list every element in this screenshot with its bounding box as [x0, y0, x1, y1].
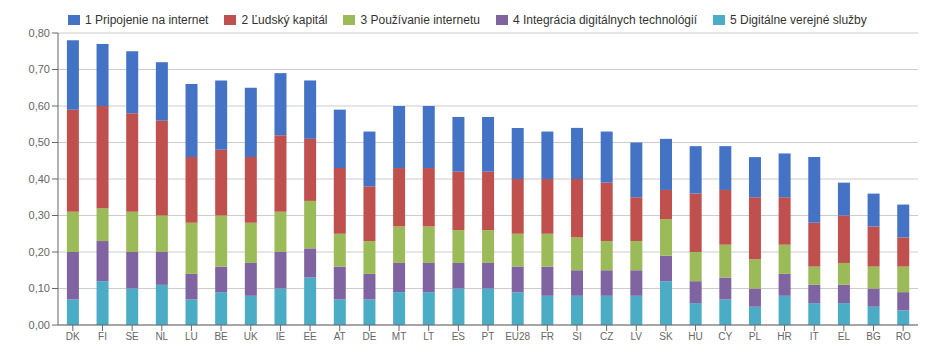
svg-text:0,70: 0,70: [29, 63, 50, 75]
svg-text:IT: IT: [810, 331, 819, 342]
svg-text:DE: DE: [362, 331, 376, 342]
svg-text:SE: SE: [125, 331, 139, 342]
svg-text:0,20: 0,20: [29, 246, 50, 258]
svg-text:CY: CY: [718, 331, 732, 342]
svg-text:ES: ES: [452, 331, 466, 342]
svg-text:DK: DK: [66, 331, 80, 342]
svg-text:NL: NL: [155, 331, 168, 342]
svg-text:EE: EE: [303, 331, 317, 342]
svg-text:LV: LV: [631, 331, 643, 342]
svg-text:BE: BE: [214, 331, 228, 342]
svg-text:SI: SI: [572, 331, 581, 342]
svg-text:0,80: 0,80: [29, 27, 50, 39]
svg-text:UK: UK: [244, 331, 258, 342]
html-text:5 Digitálne verejné služby: 5 Digitálne verejné služby: [730, 13, 867, 27]
svg-text:EU28: EU28: [505, 331, 530, 342]
svg-text:IE: IE: [276, 331, 286, 342]
svg-text:AT: AT: [334, 331, 346, 342]
svg-text:PL: PL: [749, 331, 762, 342]
svg-text:SK: SK: [659, 331, 673, 342]
svg-text:0,50: 0,50: [29, 136, 50, 148]
svg-text:0,10: 0,10: [29, 282, 50, 294]
svg-text:HR: HR: [777, 331, 791, 342]
svg-text:FI: FI: [98, 331, 107, 342]
html-text:3 Používanie internetu: 3 Používanie internetu: [360, 13, 480, 27]
svg-text:EL: EL: [838, 331, 851, 342]
svg-text:RO: RO: [896, 331, 911, 342]
svg-text:0,00: 0,00: [29, 319, 50, 331]
svg-text:CZ: CZ: [600, 331, 613, 342]
html-text:2 Ľudský kapitál: 2 Ľudský kapitál: [241, 13, 328, 27]
svg-text:BG: BG: [866, 331, 881, 342]
svg-text:HU: HU: [688, 331, 702, 342]
svg-text:PT: PT: [482, 331, 495, 342]
svg-text:FR: FR: [541, 331, 554, 342]
svg-text:0,30: 0,30: [29, 209, 50, 221]
html-text:1 Pripojenie na internet: 1 Pripojenie na internet: [85, 13, 209, 27]
svg-text:0,40: 0,40: [29, 173, 50, 185]
svg-text:LT: LT: [423, 331, 434, 342]
svg-text:LU: LU: [185, 331, 198, 342]
svg-text:MT: MT: [392, 331, 406, 342]
html-text:4 Integrácia digitálnych techn: 4 Integrácia digitálnych technológií: [512, 13, 697, 27]
svg-text:0,60: 0,60: [29, 100, 50, 112]
